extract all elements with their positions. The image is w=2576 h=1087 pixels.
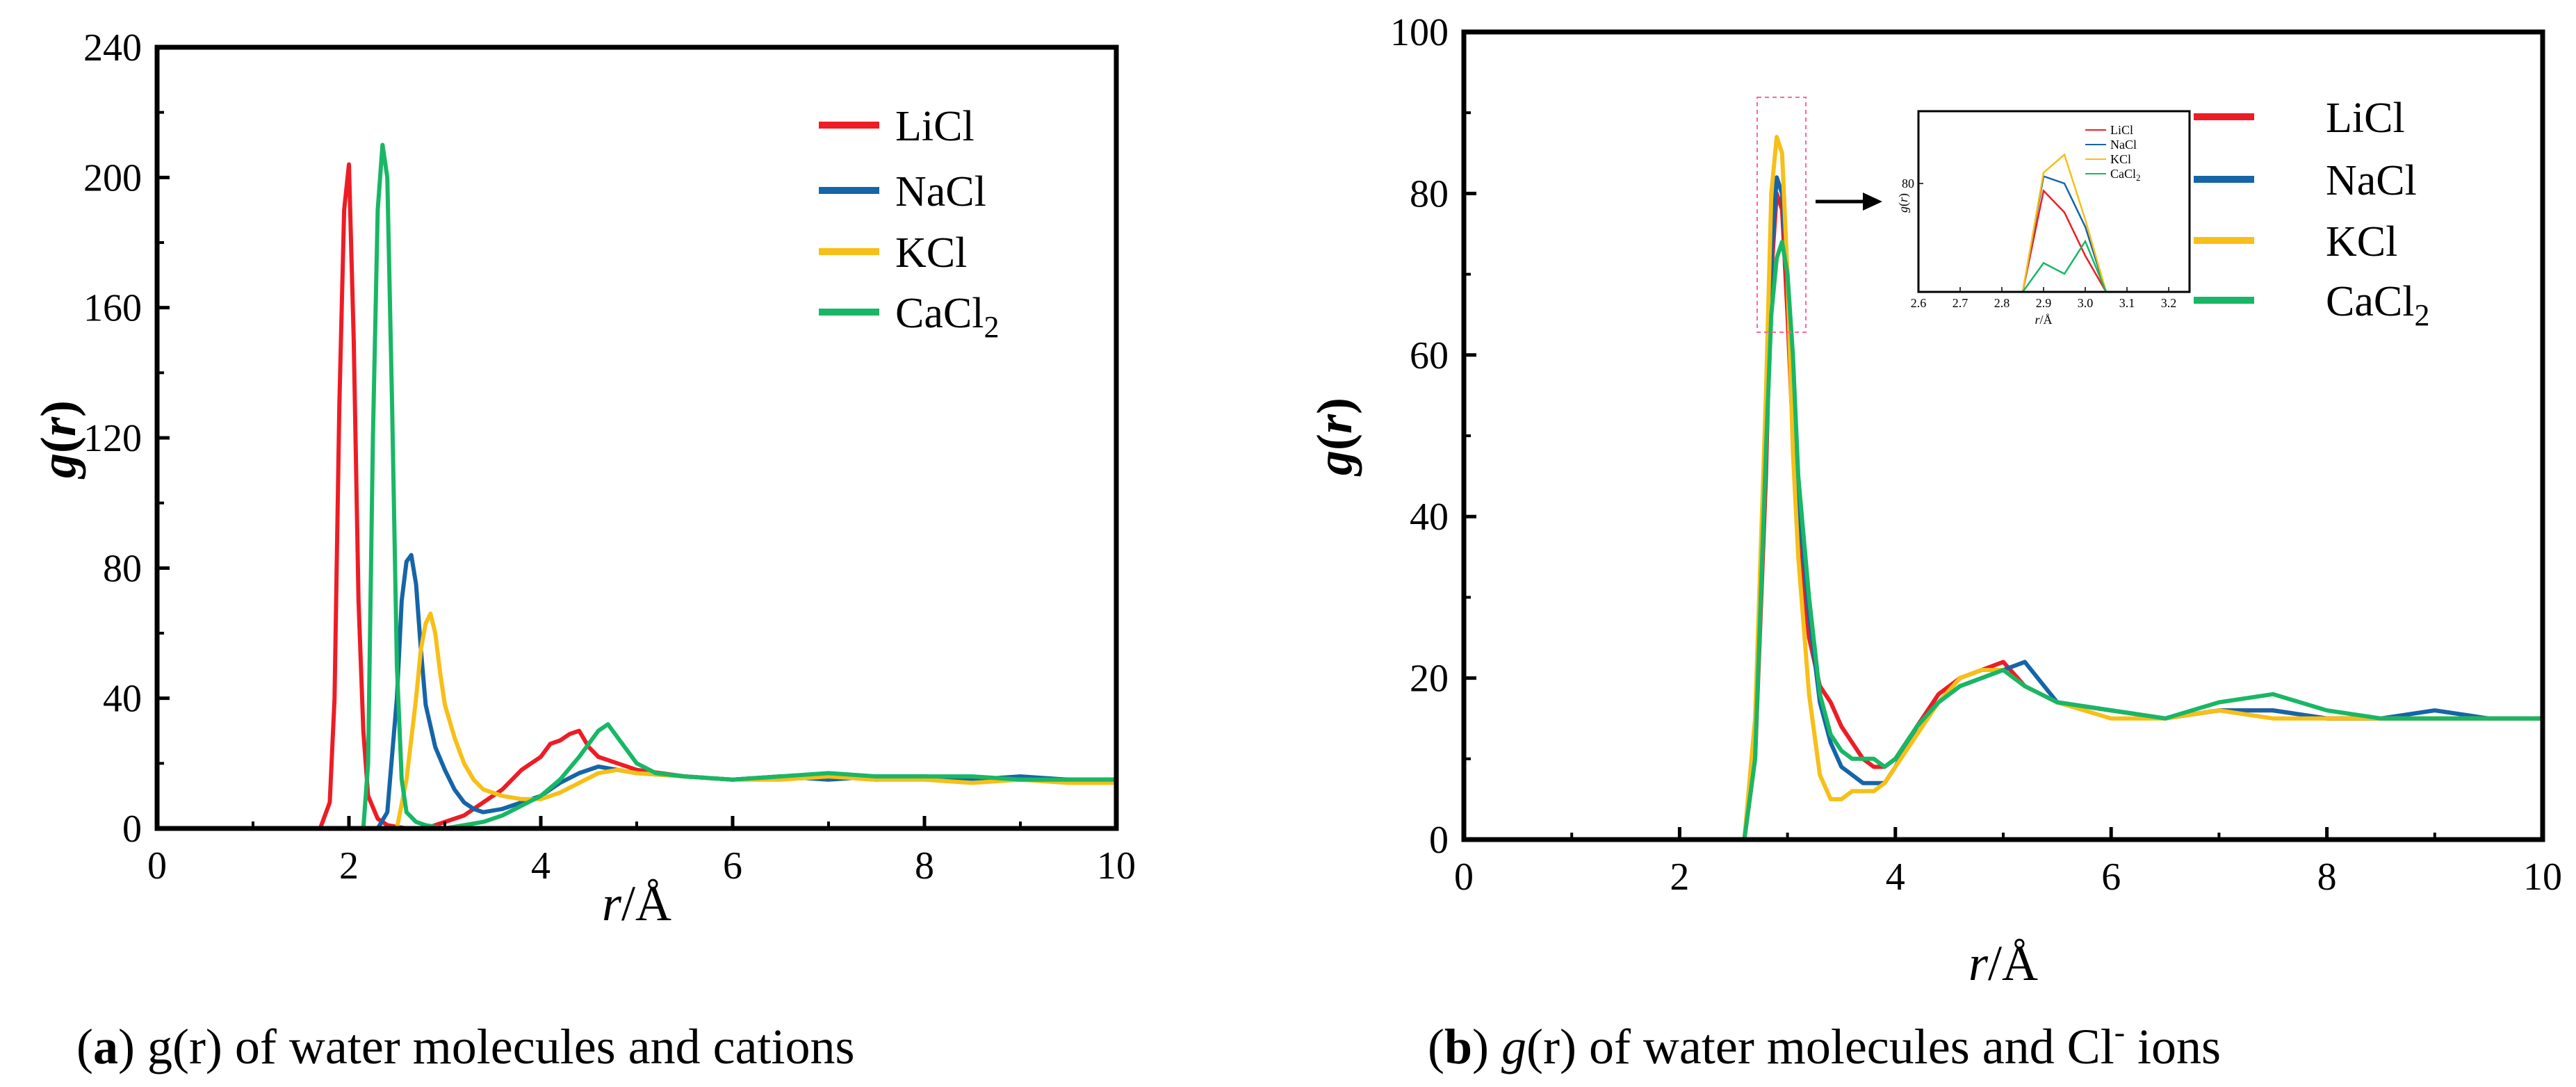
legend-a-label-cacl2: CaCl2 (895, 290, 999, 344)
chart-b-inset-xtick-label: 2.9 (2036, 296, 2052, 310)
chart-b-ytick-label: 80 (1410, 172, 1449, 215)
chart-b-inset-xtick-label: 2.7 (1953, 296, 1968, 310)
chart-a-xtick-label: 2 (339, 844, 359, 888)
chart-a-xtick-label: 8 (915, 844, 934, 888)
chart-a-series-licl (155, 162, 1118, 831)
chart-a-ytick-label: 120 (83, 417, 142, 460)
chart-b-ytick-label: 20 (1410, 657, 1449, 701)
chart-b-inset: 2.6 2.7 2.8 2.9 3.0 3.1 3.2 80 r/Å g(r) LiCl Na… (1896, 110, 2191, 327)
chart-b-series-nacl (1462, 175, 2545, 842)
chart-b-inset-xtick-label: 2.8 (1994, 296, 2010, 310)
chart-b-inset-xtick-label: 3.2 (2161, 296, 2177, 310)
chart-a-y-axis-title: g(r) (31, 400, 86, 480)
chart-b-x-axis-title: r/Å (1968, 935, 2038, 991)
chart-b-inset-xtick-label: 3.1 (2119, 296, 2135, 310)
chart-b-ytick-label: 60 (1410, 334, 1449, 377)
chart-b-xtick-label: 8 (2317, 856, 2337, 899)
legend-b-label-licl: LiCl (2326, 95, 2405, 142)
chart-a-series-nacl (155, 553, 1118, 831)
chart-a-ytick-label: 240 (83, 26, 142, 70)
chart-b-inset-ticks: 2.6 2.7 2.8 2.9 3.0 3.1 3.2 80 (1902, 177, 2176, 310)
chart-a-xtick-label: 10 (1097, 844, 1136, 888)
chart-a-legend: LiCl NaCl KCl CaCl2 (819, 103, 999, 344)
chart-b-ytick-label: 40 (1410, 496, 1449, 539)
legend-b-label-nacl: NaCl (2326, 157, 2417, 204)
inset-legend-label-cacl2: CaCl2 (2110, 167, 2141, 183)
caption-b: (b) g(r) of water molecules and Cl- ions (1428, 1014, 2221, 1074)
chart-b-xtick-label: 0 (1454, 856, 1474, 899)
legend-b-label-kcl: KCl (2326, 218, 2397, 265)
chart-a-ytick-label: 200 (83, 156, 142, 199)
chart-panel-a: 0 2 4 6 8 10 0 40 80 120 160 200 240 g(r) r/Å LiCl N… (31, 26, 1136, 931)
chart-b-xtick-label: 10 (2523, 856, 2562, 899)
chart-a-ytick-label: 80 (103, 547, 142, 590)
chart-b-inset-ytick-label: 80 (1902, 177, 1914, 190)
chart-a-ytick-label: 0 (122, 808, 142, 851)
chart-b-inset-series-group (2021, 153, 2108, 293)
chart-b-inset-series-kcl (2021, 153, 2108, 293)
chart-a-xtick-label: 4 (531, 844, 551, 888)
chart-b-inset-xtick-label: 3.0 (2078, 296, 2094, 310)
inset-legend-label-licl: LiCl (2110, 123, 2133, 137)
chart-b-inset-series-cacl2 (2021, 239, 2108, 293)
chart-b-y-axis-title: g(r) (1307, 398, 1362, 477)
inset-legend-label-kcl: KCl (2110, 152, 2131, 166)
chart-b-ytick-label: 0 (1429, 819, 1449, 862)
chart-b-xtick-label: 6 (2101, 856, 2121, 899)
chart-b-inset-xtick-label: 2.6 (1911, 296, 1927, 310)
chart-b-inset-x-title: r/Å (2035, 313, 2052, 327)
chart-b-series-cacl2 (1462, 240, 2545, 842)
chart-b-inset-frame (1917, 110, 2191, 293)
chart-a-xtick-label: 0 (147, 844, 167, 888)
chart-b-xtick-label: 4 (1886, 856, 1905, 899)
chart-b-inset-series-licl (2021, 188, 2108, 293)
chart-b-series-kcl (1462, 135, 2545, 842)
chart-b-xtick-label: 2 (1670, 856, 1689, 899)
caption-a: (a) g(r) of water molecules and cations (76, 1019, 855, 1074)
chart-a-ytick-label: 40 (103, 678, 142, 721)
inset-legend-label-nacl: NaCl (2110, 138, 2137, 152)
chart-a-plot-frame (154, 44, 1119, 831)
chart-a-ticks: 0 2 4 6 8 10 0 40 80 120 160 200 240 (83, 26, 1136, 888)
chart-a-series-group (155, 142, 1118, 831)
legend-a-label-kcl: KCl (895, 229, 967, 277)
chart-a-x-axis-title: r/Å (602, 876, 671, 931)
chart-b-legend: LiCl NaCl KCl CaCl2 (2194, 95, 2429, 332)
chart-b-ytick-label: 100 (1390, 11, 1449, 54)
legend-a-label-nacl: NaCl (895, 168, 986, 215)
chart-a-ytick-label: 160 (83, 287, 142, 330)
legend-a-label-licl: LiCl (895, 103, 975, 150)
chart-a-xtick-label: 6 (723, 844, 742, 888)
chart-b-series-group (1462, 135, 2545, 842)
chart-b-inset-arrow (1816, 193, 1882, 211)
chart-b-inset-y-title: g(r) (1896, 193, 1911, 213)
chart-b-inset-legend: LiCl NaCl KCl CaCl2 (2085, 123, 2141, 183)
legend-b-label-cacl2: CaCl2 (2326, 278, 2429, 332)
chart-a-series-cacl2 (155, 142, 1118, 831)
chart-b-zoom-region (1756, 97, 1807, 333)
chart-a-series-kcl (155, 611, 1118, 831)
